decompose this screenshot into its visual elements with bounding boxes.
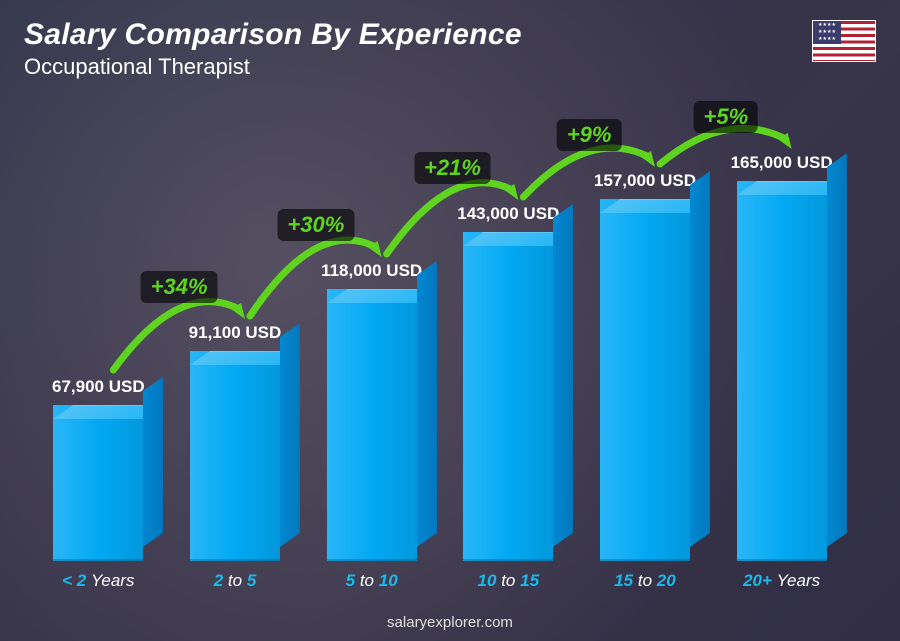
x-axis-label: 2 to 5 — [170, 571, 300, 591]
x-axis-labels: < 2 Years 2 to 5 5 to 10 10 to 15 15 to 20 20… — [30, 571, 850, 591]
bar-group: 165,000 USD — [717, 153, 847, 561]
bar-value-label: 165,000 USD — [731, 153, 833, 173]
footer-attribution: salaryexplorer.com — [0, 614, 900, 631]
bar-group: 157,000 USD — [580, 171, 710, 561]
header: Salary Comparison By Experience Occupati… — [24, 18, 522, 80]
bar-group: 91,100 USD — [170, 323, 300, 561]
chart-area: 67,900 USD 91,100 USD 118,000 USD 143,000 U… — [30, 100, 850, 591]
bar-value-label: 91,100 USD — [189, 323, 282, 343]
increment-pct-label: +5% — [694, 101, 759, 133]
bar — [327, 289, 417, 561]
bar — [737, 181, 827, 561]
chart-title: Salary Comparison By Experience — [24, 18, 522, 52]
country-flag-icon — [812, 20, 876, 62]
x-axis-label: < 2 Years — [33, 571, 163, 591]
x-axis-label: 5 to 10 — [307, 571, 437, 591]
bar — [463, 232, 553, 561]
bars-container: 67,900 USD 91,100 USD 118,000 USD 143,000 U… — [30, 141, 850, 561]
bar-value-label: 118,000 USD — [321, 261, 422, 281]
bar-value-label: 67,900 USD — [52, 377, 145, 397]
bar — [600, 199, 690, 561]
x-axis-label: 10 to 15 — [443, 571, 573, 591]
bar — [53, 405, 143, 561]
bar-group: 67,900 USD — [33, 377, 163, 561]
bar-value-label: 143,000 USD — [457, 204, 559, 224]
x-axis-label: 20+ Years — [717, 571, 847, 591]
bar-group: 118,000 USD — [307, 261, 437, 561]
x-axis-label: 15 to 20 — [580, 571, 710, 591]
infographic-container: Salary Comparison By Experience Occupati… — [0, 0, 900, 641]
bar-value-label: 157,000 USD — [594, 171, 696, 191]
chart-subtitle: Occupational Therapist — [24, 54, 522, 80]
bar — [190, 351, 280, 561]
bar-group: 143,000 USD — [443, 204, 573, 561]
